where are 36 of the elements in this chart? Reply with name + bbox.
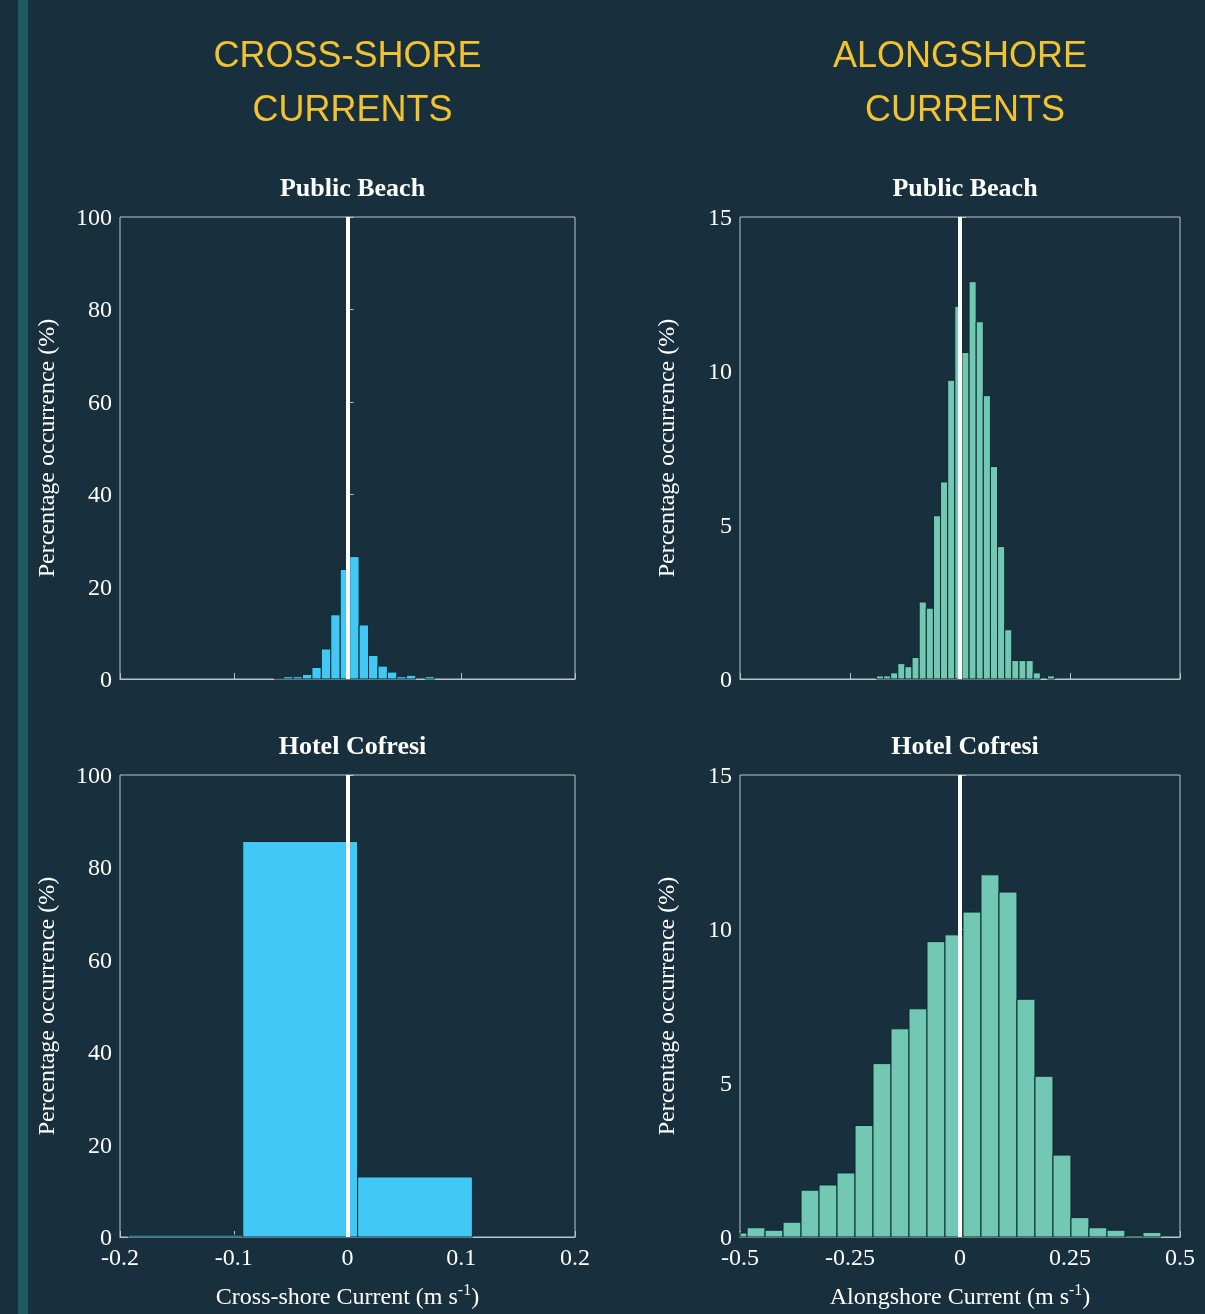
y-axis-title: Percentage occurrence (%) (33, 318, 59, 578)
y-tick-label: 5 (720, 1070, 732, 1096)
x-tick-label: 0 (341, 1244, 354, 1270)
y-tick-label: 100 (76, 204, 112, 230)
y-tick-label: 10 (708, 916, 732, 942)
y-tick-label: 80 (88, 854, 112, 881)
y-tick-label: 40 (88, 1039, 112, 1066)
x-tick-label: 0.25 (1049, 1244, 1091, 1270)
x-tick-label: 0 (954, 1244, 966, 1270)
text: CROSS-SHORE CURRENTS (213, 33, 492, 129)
x-tick-label: -0.25 (825, 1244, 875, 1270)
x-tick-label: -0.1 (214, 1244, 253, 1270)
x-tick-label: 0.5 (1165, 1244, 1195, 1270)
y-tick-label: 100 (76, 762, 112, 788)
y-tick-label: 60 (88, 388, 112, 415)
y-tick-label: 15 (708, 762, 732, 788)
y-tick-label: 80 (88, 296, 112, 323)
x-tick-label: 0.1 (446, 1244, 477, 1270)
y-axis-title: Percentage occurrence (%) (33, 876, 59, 1136)
y-axis-title: Percentage occurrence (%) (653, 876, 679, 1136)
y-tick-label: 0 (100, 666, 112, 692)
y-tick-label: 5 (720, 512, 732, 538)
y-tick-label: 20 (88, 573, 112, 600)
y-tick-label: 40 (88, 481, 112, 508)
y-axis-title: Percentage occurrence (%) (653, 318, 679, 578)
x-tick-label: 0.2 (560, 1244, 590, 1270)
text: ALONGSHORE CURRENTS (832, 33, 1098, 129)
chart-title: Public Beach (279, 172, 426, 202)
chart-title: Hotel Cofresi (278, 730, 427, 760)
y-tick-label: 20 (88, 1131, 112, 1158)
chart-title: Public Beach (892, 172, 1039, 202)
y-tick-label: 60 (88, 946, 112, 973)
y-tick-label: 10 (708, 358, 732, 384)
chart-title: Hotel Cofresi (891, 730, 1039, 760)
y-tick-label: 0 (720, 666, 732, 692)
y-tick-label: 15 (708, 204, 732, 230)
